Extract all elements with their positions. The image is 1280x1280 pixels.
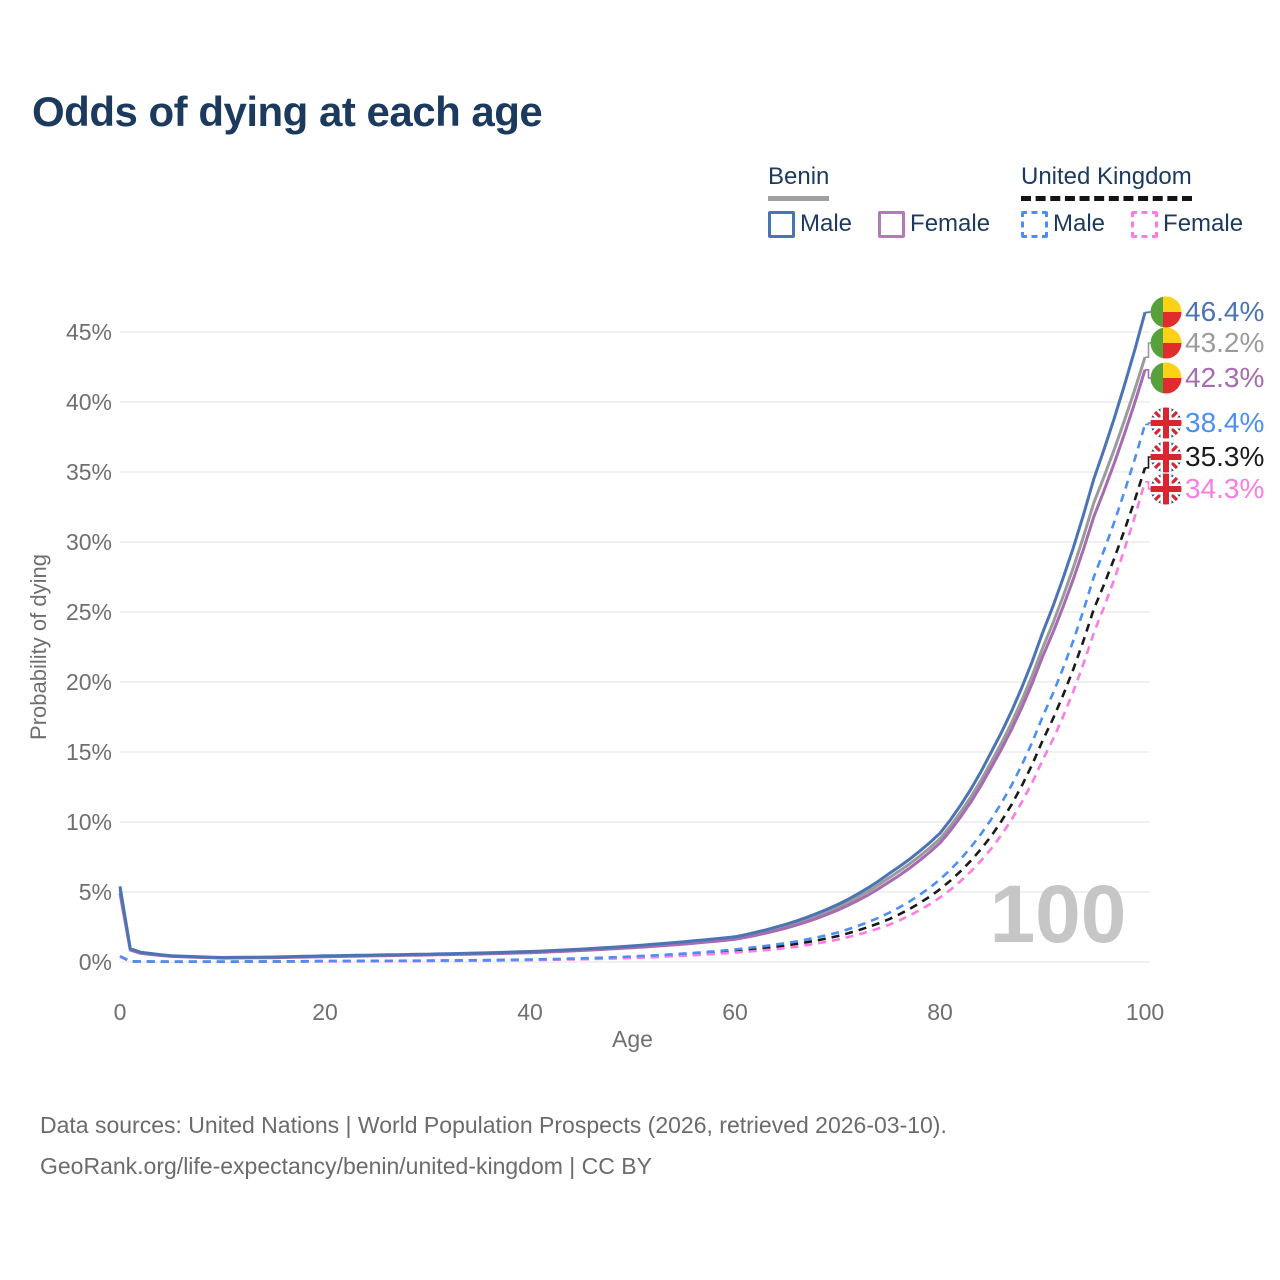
end-label-benin-total: 43.2% — [1185, 327, 1264, 358]
x-tick-label: 40 — [517, 999, 543, 1025]
legend-group-united-kingdom: United Kingdom Male Female — [1021, 163, 1243, 238]
legend-country-united-kingdom: United Kingdom — [1021, 163, 1192, 201]
series-line-uk-male — [119, 424, 1147, 963]
x-axis-title: Age — [612, 1026, 653, 1052]
y-tick-label: 15% — [66, 739, 112, 765]
data-source-text: Data sources: United Nations | World Pop… — [40, 1112, 947, 1138]
end-label-benin-male: 46.4% — [1185, 296, 1264, 327]
x-tick-label: 20 — [312, 999, 338, 1025]
y-axis-title: Probability of dying — [26, 554, 51, 740]
y-tick-label: 40% — [66, 389, 112, 415]
legend-label-benin-female: Female — [910, 210, 991, 237]
legend-group-benin: Benin Male Female — [768, 163, 990, 238]
legend-item-uk-female[interactable]: Female — [1131, 210, 1243, 238]
uk-flag-icon — [1150, 407, 1182, 439]
x-tick-label: 80 — [927, 999, 953, 1025]
y-tick-label: 35% — [66, 459, 112, 485]
end-label-uk-male: 38.4% — [1185, 407, 1264, 438]
benin-female-swatch-icon — [878, 210, 906, 238]
legend-item-benin-male[interactable]: Male — [768, 210, 852, 238]
y-tick-label: 30% — [66, 529, 112, 555]
legend-item-benin-female[interactable]: Female — [878, 210, 990, 238]
legend-country-benin: Benin — [768, 163, 830, 201]
series-line-benin-total — [118, 356, 1147, 960]
legend-label-uk-female: Female — [1163, 210, 1244, 237]
label-connector-uk-male — [1145, 422, 1151, 426]
x-tick-label: 100 — [1126, 999, 1164, 1025]
legend-label-benin-male: Male — [800, 210, 853, 237]
y-tick-label: 5% — [79, 879, 112, 905]
label-connector-benin-female — [1145, 369, 1151, 379]
page-title: Odds of dying at each age — [32, 88, 543, 135]
y-tick-label: 10% — [66, 809, 112, 835]
y-tick-label: 25% — [66, 599, 112, 625]
y-tick-label: 0% — [79, 949, 112, 975]
attribution-text: GeoRank.org/life-expectancy/benin/united… — [40, 1153, 652, 1179]
label-connector-uk-female — [1145, 481, 1151, 490]
x-tick-label: 0 — [114, 999, 127, 1025]
label-connector-benin-total — [1145, 342, 1151, 358]
label-connector-uk-total — [1145, 456, 1151, 469]
chart-footer: Data sources: United Nations | World Pop… — [40, 1105, 947, 1187]
benin-flag-icon — [1150, 327, 1182, 359]
end-label-uk-total: 35.3% — [1185, 441, 1264, 472]
uk-female-swatch-icon — [1131, 210, 1159, 238]
benin-flag-icon — [1150, 362, 1182, 394]
end-label-benin-female: 42.3% — [1185, 362, 1264, 393]
x-tick-label: 60 — [722, 999, 748, 1025]
y-tick-label: 20% — [66, 669, 112, 695]
legend-item-uk-male[interactable]: Male — [1021, 210, 1105, 238]
series-line-benin-male — [118, 312, 1147, 959]
uk-flag-icon — [1150, 441, 1182, 473]
uk-male-swatch-icon — [1021, 210, 1048, 238]
y-tick-label: 45% — [66, 319, 112, 345]
legend-label-uk-male: Male — [1053, 210, 1106, 237]
uk-flag-icon — [1150, 473, 1182, 505]
end-label-uk-female: 34.3% — [1185, 473, 1264, 504]
benin-male-swatch-icon — [768, 210, 795, 238]
age-watermark: 100 — [990, 869, 1127, 960]
benin-flag-icon — [1150, 296, 1182, 328]
